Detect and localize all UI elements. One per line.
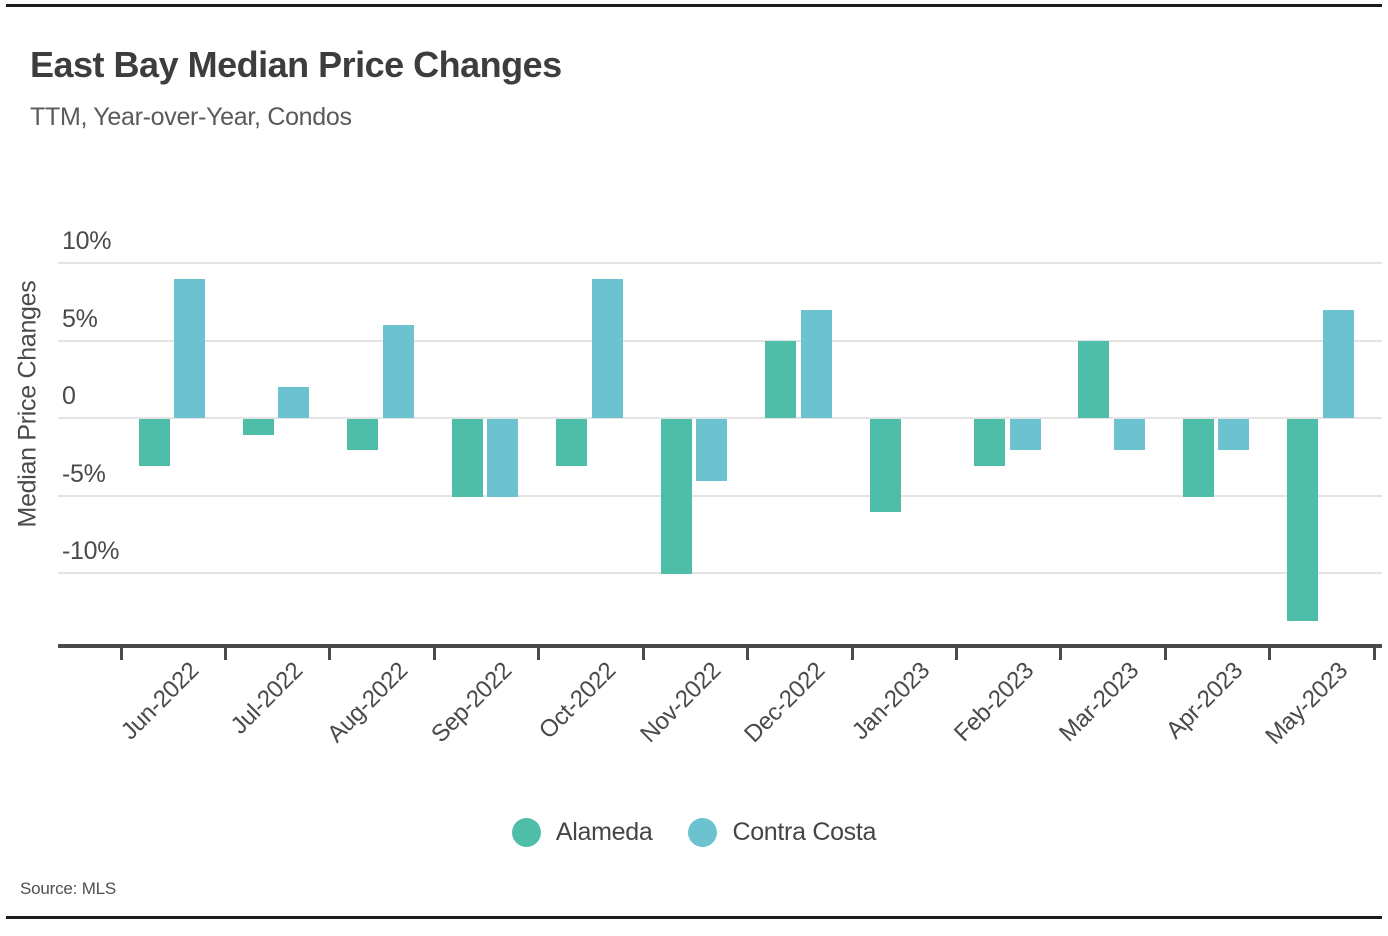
y-tick-label: 5% <box>62 304 98 333</box>
bar-contra-costa-oct-2022 <box>591 278 623 418</box>
bottom-divider <box>6 916 1382 919</box>
bar-alameda-jan-2023 <box>869 419 901 512</box>
gridline--5% <box>58 494 1382 497</box>
x-tick-label-jun-2022: Jun-2022 <box>115 657 204 746</box>
x-tick <box>1059 646 1063 660</box>
legend-dot-alameda-icon <box>511 818 541 847</box>
x-tick <box>1268 646 1272 660</box>
x-tick-label-mar-2023: Mar-2023 <box>1053 657 1144 748</box>
x-axis-line <box>58 644 1382 648</box>
x-tick-label-dec-2022: Dec-2022 <box>739 657 831 748</box>
x-tick-label-sep-2022: Sep-2022 <box>426 657 518 748</box>
bar-contra-costa-dec-2022 <box>800 309 832 418</box>
x-tick <box>955 646 959 660</box>
x-tick-label-jul-2022: Jul-2022 <box>225 657 309 740</box>
gridline-10% <box>58 262 1382 264</box>
legend-item-alameda: Alameda <box>511 818 653 847</box>
y-tick-label: 10% <box>62 227 112 255</box>
x-tick <box>119 646 123 660</box>
bar-alameda-apr-2023 <box>1182 419 1214 497</box>
legend-item-contra-costa: Contra Costa <box>688 818 876 847</box>
legend: Alameda Contra Costa <box>0 818 1388 847</box>
top-divider <box>6 4 1382 7</box>
bar-alameda-aug-2022 <box>347 419 379 450</box>
bar-contra-costa-jun-2022 <box>174 278 205 418</box>
gridline-5% <box>58 339 1382 342</box>
x-tick-label-feb-2023: Feb-2023 <box>949 657 1040 748</box>
legend-label-contra-costa: Contra Costa <box>732 818 877 846</box>
x-tick-label-may-2023: May-2023 <box>1259 657 1353 750</box>
x-tick <box>328 646 332 660</box>
source-note: Source: MLS <box>20 879 117 898</box>
x-tick <box>746 646 750 660</box>
bar-contra-costa-jul-2022 <box>278 387 310 418</box>
bar-alameda-sep-2022 <box>451 419 483 497</box>
legend-dot-contra-costa-icon <box>688 818 718 847</box>
y-tick-label: -5% <box>62 459 106 488</box>
bar-alameda-jul-2022 <box>242 419 274 435</box>
bar-alameda-jun-2022 <box>138 419 170 466</box>
bar-contra-costa-feb-2023 <box>1009 419 1041 450</box>
bar-contra-costa-apr-2023 <box>1218 419 1250 450</box>
page-title: East Bay Median Price Changes <box>30 44 562 85</box>
y-tick-label: 0 <box>62 382 76 410</box>
bar-contra-costa-nov-2022 <box>696 419 728 481</box>
x-tick <box>1163 646 1167 660</box>
x-tick-label-aug-2022: Aug-2022 <box>321 657 413 748</box>
x-tick <box>432 646 436 660</box>
page-subtitle: TTM, Year-over-Year, Condos <box>30 103 352 131</box>
x-tick <box>641 646 645 660</box>
gridline-0 <box>58 417 1382 419</box>
y-tick-label: -10% <box>62 537 120 565</box>
legend-label-alameda: Alameda <box>555 818 653 846</box>
x-tick-label-nov-2022: Nov-2022 <box>635 657 726 748</box>
bar-alameda-nov-2022 <box>660 419 692 574</box>
gridline--10% <box>58 572 1382 574</box>
bar-contra-costa-aug-2022 <box>382 325 414 418</box>
bar-contra-costa-mar-2023 <box>1113 419 1145 450</box>
bar-contra-costa-sep-2022 <box>487 419 519 497</box>
x-tick-label-jan-2023: Jan-2023 <box>846 657 935 746</box>
bar-contra-costa-may-2023 <box>1322 309 1354 418</box>
bar-alameda-feb-2023 <box>974 419 1006 466</box>
bar-alameda-oct-2022 <box>556 419 588 466</box>
x-tick <box>1372 646 1376 660</box>
x-tick <box>223 646 227 660</box>
x-tick <box>850 646 854 660</box>
x-tick <box>537 646 541 660</box>
x-tick-label-apr-2023: Apr-2023 <box>1160 657 1249 745</box>
bar-alameda-dec-2022 <box>765 340 797 418</box>
bar-alameda-mar-2023 <box>1078 340 1110 418</box>
bar-alameda-may-2023 <box>1287 419 1319 621</box>
x-tick-label-oct-2022: Oct-2022 <box>534 657 622 745</box>
